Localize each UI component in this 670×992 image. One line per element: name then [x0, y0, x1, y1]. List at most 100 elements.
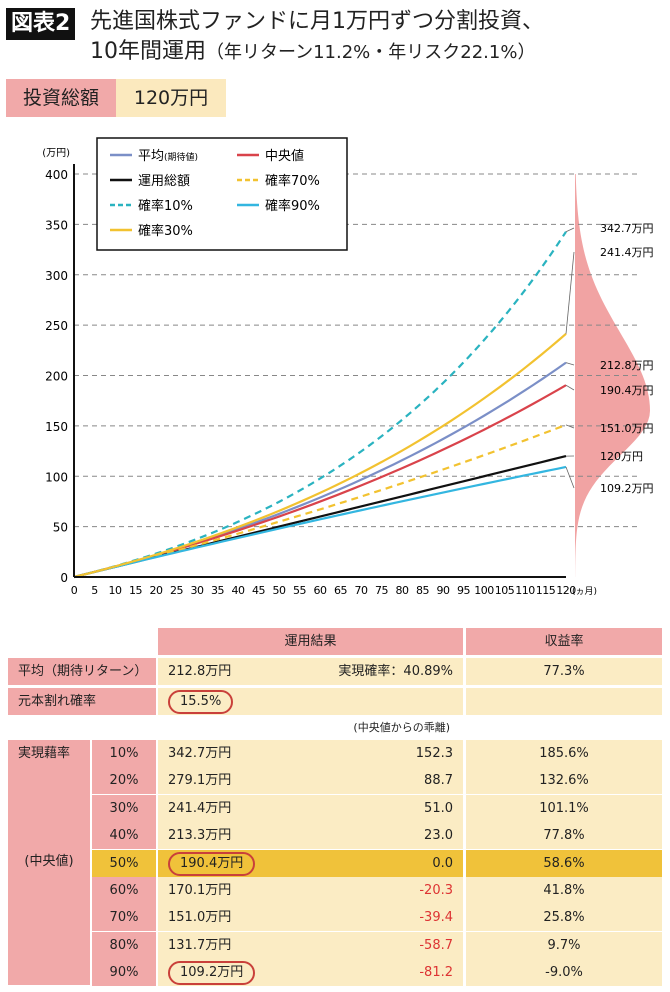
x-tick-label: 75: [375, 584, 388, 597]
x-tick-label: 45: [252, 584, 265, 597]
loss-label: 元本割れ確率: [8, 688, 156, 715]
end-value-label: 109.2万円: [600, 482, 654, 495]
legend-label: 平均(期待値): [138, 149, 198, 164]
end-value-label: 342.7万円: [600, 222, 654, 235]
row-percent: 20%: [92, 767, 156, 795]
deviation-note: (中央値からの乖離): [353, 721, 450, 734]
investment-value: 120万円: [116, 79, 226, 117]
row-yield: 101.1%: [466, 794, 662, 822]
end-value-label: 120万円: [600, 450, 643, 463]
legend-name: 中央値: [265, 148, 304, 164]
legend-label: 確率90%: [265, 198, 320, 214]
series-line: [73, 332, 567, 579]
row-value: 190.4万円: [158, 849, 308, 877]
y-tick-label: 300: [45, 269, 68, 283]
group-label: 実現藉率: [8, 740, 90, 985]
leader-line: [565, 384, 575, 391]
row-yield: 25.8%: [466, 904, 662, 932]
series-line: [73, 465, 567, 579]
x-tick-label: 90: [437, 584, 450, 597]
x-tick-label: 110: [515, 584, 535, 597]
row-percent: 10%: [92, 740, 156, 767]
x-tick-label: 30: [191, 584, 204, 597]
x-tick-label: 100: [474, 584, 494, 597]
y-tick-label: 400: [45, 168, 68, 182]
end-value-label: 190.4万円: [600, 384, 654, 397]
row-percent: 30%: [92, 794, 156, 822]
row-deviation: 0.0: [308, 849, 463, 877]
distribution-shape: [575, 174, 650, 577]
x-tick-label: 50: [273, 584, 286, 597]
row-deviation: -58.7: [308, 931, 463, 959]
header-result: 運用結果: [158, 628, 463, 655]
end-value-label: 212.8万円: [600, 359, 654, 372]
y-tick-label: 350: [45, 218, 68, 232]
x-tick-label: 60: [314, 584, 327, 597]
x-tick-label: 80: [396, 584, 409, 597]
row-percent: 50%: [92, 849, 156, 877]
row-value: 342.7万円: [158, 740, 308, 767]
x-tick-label: 115: [536, 584, 556, 597]
x-tick-label: 105: [495, 584, 515, 597]
row-value: 241.4万円: [158, 794, 308, 822]
title-line-2: 10年間運用（年リターン11.2%・年リスク22.1%）: [90, 38, 535, 67]
row-yield: -9.0%: [466, 959, 662, 987]
x-axis-unit: (ヵ月): [572, 586, 597, 597]
x-tick-label: 95: [457, 584, 470, 597]
end-value-label: 241.4万円: [600, 246, 654, 259]
row-deviation: 88.7: [308, 767, 463, 795]
title-line-1: 先進国株式ファンドに月1万円ずつ分割投資、: [90, 9, 544, 34]
row-percent: 90%: [92, 959, 156, 987]
row-deviation: -81.2: [308, 959, 463, 987]
row-value: 279.1万円: [158, 767, 308, 795]
leader-line: [565, 466, 575, 489]
mean-value: 212.8万円: [158, 658, 308, 685]
row-deviation: 51.0: [308, 794, 463, 822]
y-axis-unit: (万円): [42, 148, 70, 159]
legend-label: 確率10%: [138, 198, 193, 214]
series-line: [73, 231, 567, 579]
row-yield: 9.7%: [466, 931, 662, 959]
end-value-label: 151.0万円: [600, 422, 654, 435]
header-yield: 収益率: [466, 628, 662, 655]
highlight-oval: 15.5%: [168, 690, 234, 714]
x-tick-label: 25: [170, 584, 183, 597]
row-deviation: -39.4: [308, 904, 463, 932]
legend-label: 確率70%: [265, 173, 320, 189]
y-tick-label: 200: [45, 370, 68, 384]
legend-note: (期待値): [164, 151, 198, 163]
title-main: 10年間運用: [90, 39, 206, 64]
mean-label: 平均（期待リターン）: [8, 658, 156, 685]
highlight-oval: 190.4万円: [168, 851, 256, 876]
series-line: [73, 361, 567, 579]
mean-prob: 実現確率：40.89%: [308, 658, 463, 685]
x-tick-label: 40: [232, 584, 245, 597]
leader-line: [565, 227, 575, 233]
row-yield: 58.6%: [466, 849, 662, 877]
x-tick-label: 65: [334, 584, 347, 597]
leader-line: [565, 424, 575, 429]
row-value: 170.1万円: [158, 877, 308, 904]
row-percent: 60%: [92, 877, 156, 904]
legend-name: 確率70%: [265, 173, 320, 189]
row-value: 213.3万円: [158, 822, 308, 850]
y-tick-label: 100: [45, 470, 68, 484]
median-label: (中央値): [24, 854, 74, 869]
leader-line: [565, 251, 575, 334]
x-tick-label: 10: [109, 584, 122, 597]
row-deviation: -20.3: [308, 877, 463, 904]
row-deviation: 23.0: [308, 822, 463, 850]
x-tick-label: 55: [293, 584, 306, 597]
row-value: 151.0万円: [158, 904, 308, 932]
highlight-oval: 109.2万円: [168, 961, 256, 986]
x-tick-label: 5: [91, 584, 98, 597]
legend-box: [96, 137, 348, 251]
legend-label: 中央値: [265, 148, 304, 164]
investment-label: 投資総額: [6, 79, 116, 117]
y-tick-label: 250: [45, 319, 68, 333]
leader-line: [565, 362, 575, 366]
row-yield: 41.8%: [466, 877, 662, 904]
legend-name: 平均: [138, 149, 164, 164]
x-tick-label: 120: [556, 584, 576, 597]
